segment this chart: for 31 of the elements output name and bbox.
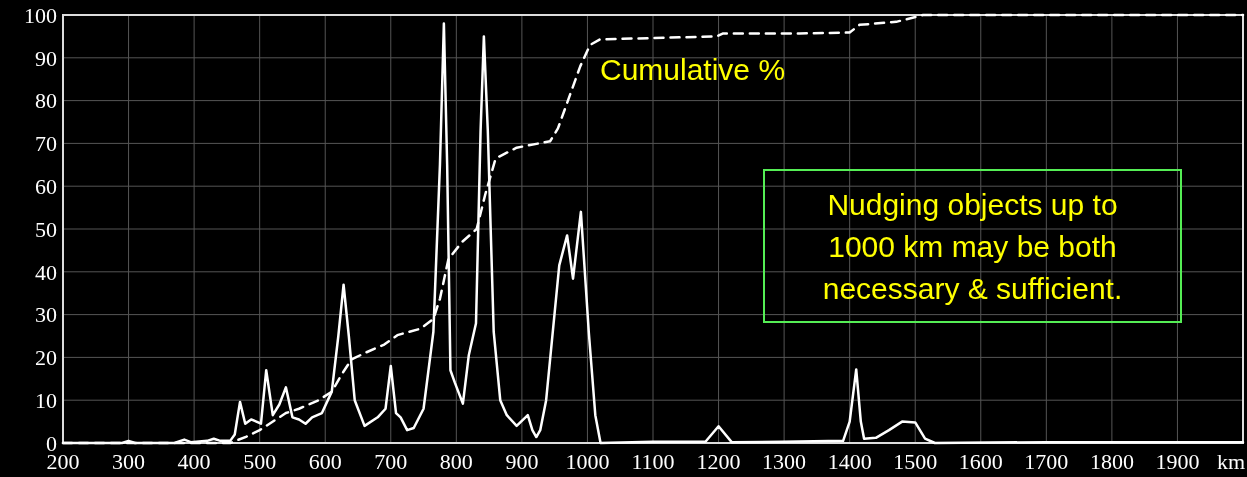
y-tick-label: 20	[35, 345, 57, 371]
x-tick-label: 1900	[1155, 449, 1200, 474]
x-tick-label: 800	[439, 449, 473, 474]
y-tick-label: 60	[35, 173, 57, 199]
x-tick-label: 700	[374, 449, 408, 474]
y-tick-label: 90	[35, 45, 57, 71]
y-tick-label: 100	[24, 2, 57, 28]
x-tick-label: 1800	[1089, 449, 1134, 474]
x-tick-label: 1100	[631, 449, 675, 474]
x-tick-label: 500	[243, 449, 277, 474]
y-tick-label: 80	[35, 88, 57, 114]
y-tick-label: 40	[35, 259, 57, 285]
x-tick-label: 1500	[893, 449, 938, 474]
y-tick-label: 10	[35, 387, 57, 413]
x-tick-label: 1600	[958, 449, 1003, 474]
x-tick-label: 400	[177, 449, 211, 474]
x-tick-label: 1400	[827, 449, 872, 474]
annotation: Nudging objects up to 1000 km may be both necessary & sufficient.	[822, 188, 1123, 305]
y-tick-label: 30	[35, 302, 57, 328]
x-tick-label: 1200	[696, 449, 741, 474]
x-tick-label: 1300	[762, 449, 807, 474]
x-tick-label: 600	[308, 449, 342, 474]
series-label: Cumulative %	[600, 53, 786, 86]
x-tick-label: 900	[505, 449, 539, 474]
x-tick-label: 1700	[1024, 449, 1069, 474]
y-tick-label: 70	[35, 131, 57, 157]
x-tick-label: km	[1216, 449, 1246, 474]
x-tick-label: 300	[112, 449, 146, 474]
x-tick-label: 1000	[565, 449, 610, 474]
y-tick-label: 50	[35, 216, 57, 242]
y-tick-label: 0	[46, 430, 57, 456]
